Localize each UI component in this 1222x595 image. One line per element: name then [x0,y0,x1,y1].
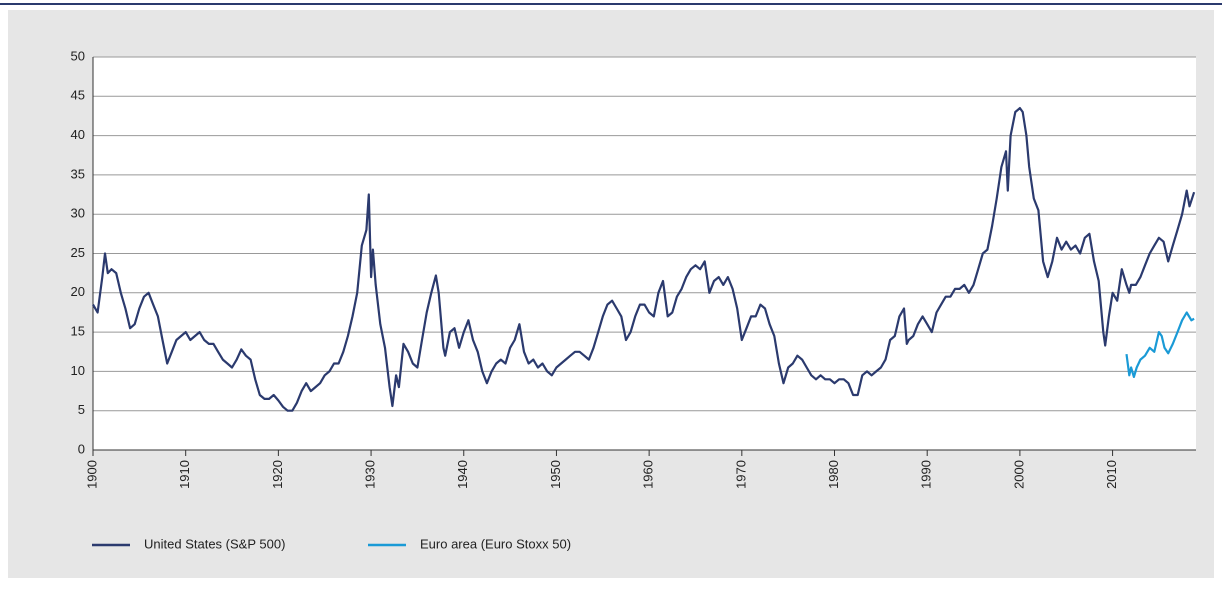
x-tick-label: 2010 [1104,460,1119,489]
x-tick-label: 1970 [733,460,748,489]
series-line [1125,311,1195,378]
y-tick-label: 40 [71,127,85,142]
series-line [92,107,1196,412]
y-tick-label: 15 [71,324,85,339]
x-tick-label: 1950 [548,460,563,489]
y-tick-label: 20 [71,284,85,299]
y-tick-label: 25 [71,245,85,260]
x-tick-label: 1980 [826,460,841,489]
y-tick-label: 50 [71,48,85,63]
x-tick-label: 1960 [641,460,656,489]
top-rule [0,3,1222,5]
y-tick-label: 35 [71,166,85,181]
legend-label: United States (S&P 500) [144,536,285,551]
y-tick-label: 45 [71,88,85,103]
y-tick-label: 0 [78,441,85,456]
x-tick-label: 1940 [455,460,470,489]
legend-label: Euro area (Euro Stoxx 50) [420,536,571,551]
x-tick-label: 1930 [363,460,378,489]
y-tick-label: 30 [71,206,85,221]
x-tick-label: 1910 [177,460,192,489]
x-tick-label: 1990 [919,460,934,489]
x-tick-label: 1900 [84,460,99,489]
y-tick-label: 5 [78,402,85,417]
y-tick-label: 10 [71,363,85,378]
x-tick-label: 2000 [1011,460,1026,489]
x-tick-label: 1920 [270,460,285,489]
